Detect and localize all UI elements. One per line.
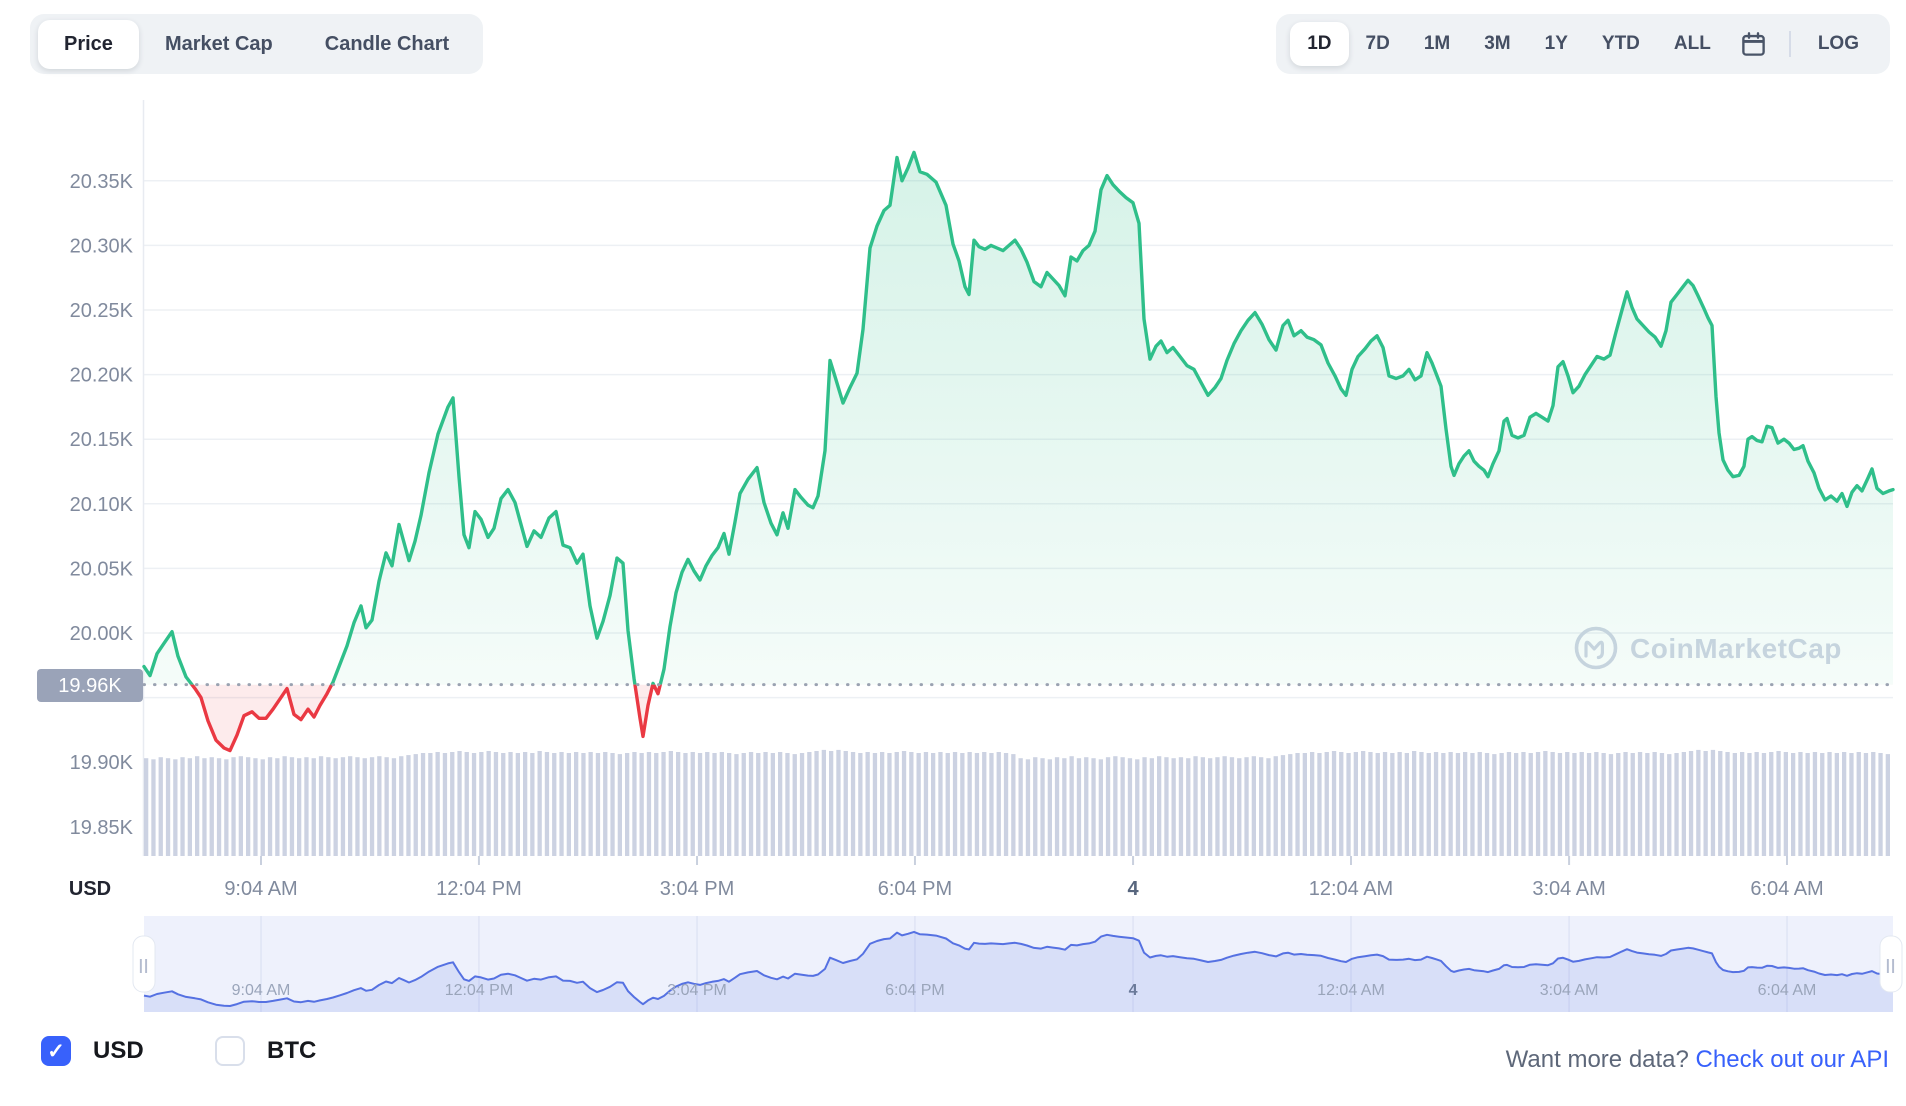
y-axis-label: 20.10K: [70, 494, 134, 516]
y-axis-label: 20.25K: [70, 300, 134, 322]
tab-price[interactable]: Price: [38, 19, 139, 69]
x-axis-label: 12:04 PM: [436, 878, 522, 900]
x-axis-label: 3:04 AM: [1532, 878, 1605, 900]
volume-bars: [144, 749, 1890, 856]
y-axis-label: 20.20K: [70, 365, 134, 387]
y-axis-label: 20.15K: [70, 429, 134, 451]
check-icon: ✓: [47, 1039, 65, 1063]
y-axis-label: 20.00K: [70, 623, 134, 645]
navigator-axis-label: 6:04 AM: [1758, 982, 1817, 999]
navigator-right-handle[interactable]: ||: [1879, 935, 1903, 993]
range-button-1y[interactable]: 1Y: [1544, 33, 1568, 54]
btc-checkbox-row[interactable]: BTC: [215, 1036, 316, 1066]
y-axis-label: 20.05K: [70, 558, 134, 580]
navigator-axis-label: 4: [1129, 982, 1138, 999]
divider: [1788, 31, 1791, 57]
svg-text:||: ||: [1886, 957, 1896, 974]
price-line-up: [142, 150, 1895, 685]
api-prompt: Want more data? Check out our API: [1506, 1046, 1889, 1074]
x-axis-unit-label: USD: [69, 878, 111, 900]
x-axis-label: 6:04 PM: [878, 878, 952, 900]
tab-candle-chart[interactable]: Candle Chart: [324, 32, 450, 55]
range-button-all[interactable]: ALL: [1673, 33, 1711, 54]
x-axis-label: 4: [1127, 878, 1139, 900]
navigator: 9:04 AM 12:04 PM 3:04 PM 6:04 PM 4 12:04 AM 3:…: [132, 916, 1903, 1012]
usd-checkbox[interactable]: ✓: [41, 1036, 71, 1066]
navigator-line: [143, 930, 1894, 1007]
price-area-fill: [144, 152, 1893, 685]
usd-checkbox-row[interactable]: ✓ USD: [41, 1036, 144, 1066]
navigator-window[interactable]: [144, 916, 1893, 1012]
log-scale-toggle[interactable]: LOG: [1817, 33, 1859, 54]
calendar-icon[interactable]: [1728, 25, 1779, 64]
currency-toggle-row: ✓ USD BTC Want more data? Check out our …: [0, 1036, 1906, 1084]
baseline-price-badge-label: 19.96K: [58, 675, 122, 697]
navigator-axis-label: 12:04 PM: [445, 982, 513, 999]
chart-view-tab-group: Price Market Cap Candle Chart: [30, 14, 484, 74]
y-axis-label: 20.35K: [70, 171, 134, 193]
usd-checkbox-label: USD: [93, 1037, 144, 1064]
price-area-fill-below-baseline: [144, 684, 1893, 751]
x-axis-label: 3:04 PM: [660, 878, 734, 900]
range-button-3m[interactable]: 3M: [1484, 33, 1511, 54]
navigator-axis-label: 12:04 AM: [1317, 982, 1385, 999]
y-axis-label: 19.85K: [70, 817, 134, 839]
x-axis-label: 6:04 AM: [1750, 878, 1823, 900]
navigator-area: [144, 931, 1893, 1012]
range-button-1m[interactable]: 1M: [1423, 33, 1451, 54]
navigator-axis-label: 9:04 AM: [232, 982, 291, 999]
api-prompt-text: Want more data?: [1505, 1046, 1689, 1073]
navigator-axis-label: 3:04 PM: [667, 982, 727, 999]
api-link[interactable]: Check out our API: [1695, 1046, 1889, 1073]
time-range-group: 1D 7D 1M 3M 1Y YTD ALL LOG: [1276, 14, 1890, 74]
baseline-price-badge: [37, 669, 143, 702]
y-axis-label: 20.30K: [70, 235, 134, 257]
range-button-ytd[interactable]: YTD: [1601, 33, 1640, 54]
x-axis-label: 12:04 AM: [1309, 878, 1394, 900]
navigator-axis-label: 3:04 AM: [1540, 982, 1599, 999]
svg-text:||: ||: [139, 957, 149, 974]
y-axis-label: 19.90K: [70, 752, 134, 774]
range-button-7d[interactable]: 7D: [1365, 33, 1390, 54]
x-axis-label: 9:04 AM: [224, 878, 297, 900]
navigator-left-handle[interactable]: ||: [132, 935, 156, 993]
navigator-axis-label: 6:04 PM: [885, 982, 945, 999]
btc-checkbox-label: BTC: [267, 1037, 317, 1064]
btc-checkbox[interactable]: [215, 1036, 245, 1066]
tab-market-cap[interactable]: Market Cap: [164, 32, 273, 55]
range-button-1d[interactable]: 1D: [1290, 22, 1349, 66]
